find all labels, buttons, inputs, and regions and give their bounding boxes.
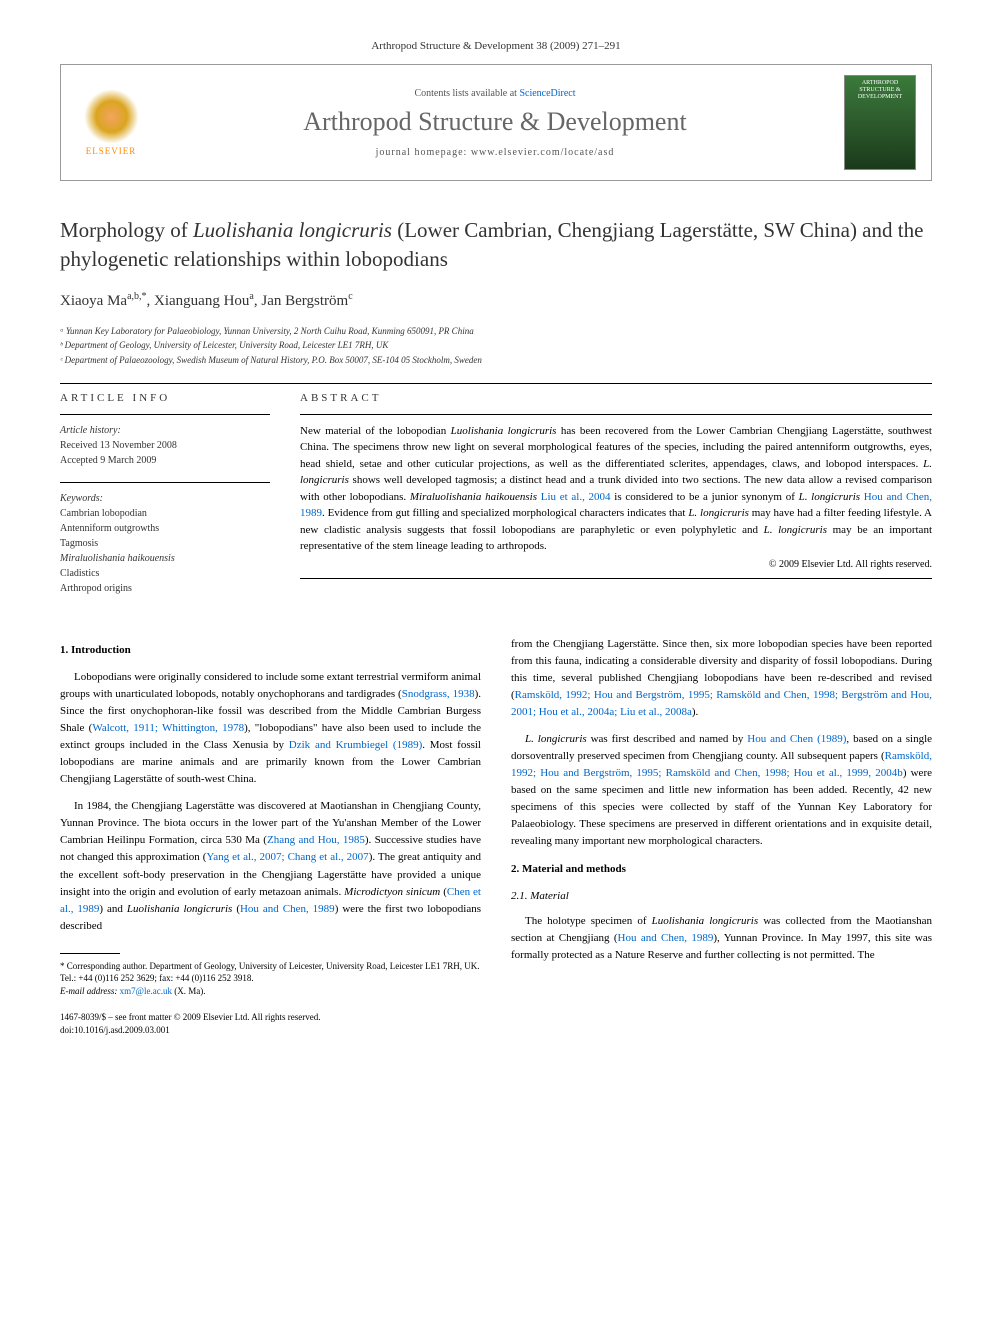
abstract-heading: ABSTRACT <box>300 392 932 404</box>
keyword: Tagmosis <box>60 536 270 551</box>
ref-link[interactable]: Snodgrass, 1938 <box>402 688 475 700</box>
intro-p3: L. longicruris was first described and n… <box>511 731 932 850</box>
elsevier-text: ELSEVIER <box>86 146 137 156</box>
journal-header-box: ELSEVIER Contents lists available at Sci… <box>60 64 932 181</box>
ref-link[interactable]: Hou and Chen (1989) <box>747 733 846 745</box>
author-3-sup: c <box>348 291 352 302</box>
ref-link[interactable]: Walcott, 1911; Whittington, 1978 <box>92 722 244 734</box>
keyword: Arthropod origins <box>60 581 270 596</box>
separator-line <box>60 383 932 384</box>
footer-meta: 1467-8039/$ – see front matter © 2009 El… <box>60 1011 481 1036</box>
article-info-column: ARTICLE INFO Article history: Received 1… <box>60 392 270 610</box>
ref-link[interactable]: Liu et al., 2004 <box>537 491 611 503</box>
ref-link[interactable]: Hou and Chen, 1989 <box>618 932 714 944</box>
article-title: Morphology of Luolishania longicruris (L… <box>60 216 932 275</box>
abstract-column: ABSTRACT New material of the lobopodian … <box>300 392 932 610</box>
journal-title: Arthropod Structure & Development <box>146 107 844 137</box>
ref-link[interactable]: Ramsköld, 1992; Hou and Bergström, 1995;… <box>511 689 932 718</box>
ref-link[interactable]: Hou and Chen, 1989 <box>240 903 335 915</box>
authors-line: Xiaoya Maa,b,*, Xianguang Houa, Jan Berg… <box>60 291 932 310</box>
intro-p2: In 1984, the Chengjiang Lagerstätte was … <box>60 798 481 934</box>
email-footnote: E-mail address: xm7@le.ac.uk (X. Ma). <box>60 985 481 998</box>
homepage-url[interactable]: www.elsevier.com/locate/asd <box>471 147 615 158</box>
section-2-1-heading: 2.1. Material <box>511 888 932 905</box>
ref-link[interactable]: Dzik and Krumbiegel (1989) <box>289 739 422 751</box>
accepted-date: Accepted 9 March 2009 <box>60 453 270 468</box>
received-date: Received 13 November 2008 <box>60 438 270 453</box>
elsevier-tree-icon <box>84 89 139 144</box>
abstract-sep-bottom <box>300 578 932 579</box>
keywords-label: Keywords: <box>60 491 270 506</box>
sciencedirect-link[interactable]: ScienceDirect <box>519 88 575 99</box>
material-p1: The holotype specimen of Luolishania lon… <box>511 913 932 964</box>
intro-p1: Lobopodians were originally considered t… <box>60 669 481 788</box>
footnote-separator <box>60 953 120 954</box>
info-sep <box>60 414 270 415</box>
email-link[interactable]: xm7@le.ac.uk <box>120 986 172 996</box>
author-2: , Xianguang Hou <box>147 293 250 309</box>
copyright: © 2009 Elsevier Ltd. All rights reserved… <box>300 559 932 570</box>
ref-link[interactable]: Yang et al., 2007; Chang et al., 2007 <box>206 851 368 863</box>
body-left-column: 1. Introduction Lobopodians were origina… <box>60 636 481 1037</box>
title-species: Luolishania longicruris <box>193 218 392 242</box>
affiliation-a: ᵃ Yunnan Key Laboratory for Palaeobiolog… <box>60 324 932 338</box>
intro-p2-cont: from the Chengjiang Lagerstätte. Since t… <box>511 636 932 721</box>
affiliation-c: ᶜ Department of Palaeozoology, Swedish M… <box>60 353 932 367</box>
affiliations: ᵃ Yunnan Key Laboratory for Palaeobiolog… <box>60 324 932 367</box>
abstract-sep <box>300 414 932 415</box>
author-1: Xiaoya Ma <box>60 293 127 309</box>
article-info-heading: ARTICLE INFO <box>60 392 270 404</box>
info-sep-2 <box>60 482 270 483</box>
journal-homepage: journal homepage: www.elsevier.com/locat… <box>146 147 844 158</box>
contents-prefix: Contents lists available at <box>414 88 519 99</box>
doi-line: doi:10.1016/j.asd.2009.03.001 <box>60 1024 481 1037</box>
section-1-heading: 1. Introduction <box>60 642 481 659</box>
keyword: Antenniform outgrowths <box>60 521 270 536</box>
contents-list-text: Contents lists available at ScienceDirec… <box>146 88 844 99</box>
homepage-prefix: journal homepage: <box>376 147 471 158</box>
body-right-column: from the Chengjiang Lagerstätte. Since t… <box>511 636 932 1037</box>
abstract-text: New material of the lobopodian Luolishan… <box>300 423 932 555</box>
author-3: , Jan Bergström <box>254 293 348 309</box>
ref-link[interactable]: Zhang and Hou, 1985 <box>267 834 365 846</box>
affiliation-b: ᵇ Department of Geology, University of L… <box>60 338 932 352</box>
corresponding-author-footnote: * Corresponding author. Department of Ge… <box>60 960 481 985</box>
journal-reference: Arthropod Structure & Development 38 (20… <box>60 40 932 52</box>
author-1-sup: a,b,* <box>127 291 146 302</box>
keyword: Miraluolishania haikouensis <box>60 551 270 566</box>
title-pre: Morphology of <box>60 218 193 242</box>
cover-thumb-text: ARTHROPOD STRUCTURE & DEVELOPMENT <box>849 80 911 102</box>
keyword: Cambrian lobopodian <box>60 506 270 521</box>
keyword: Cladistics <box>60 566 270 581</box>
history-label: Article history: <box>60 423 270 438</box>
journal-cover-thumb: ARTHROPOD STRUCTURE & DEVELOPMENT <box>844 75 916 170</box>
section-2-heading: 2. Material and methods <box>511 861 932 878</box>
elsevier-logo: ELSEVIER <box>76 83 146 163</box>
front-matter-line: 1467-8039/$ – see front matter © 2009 El… <box>60 1011 481 1024</box>
